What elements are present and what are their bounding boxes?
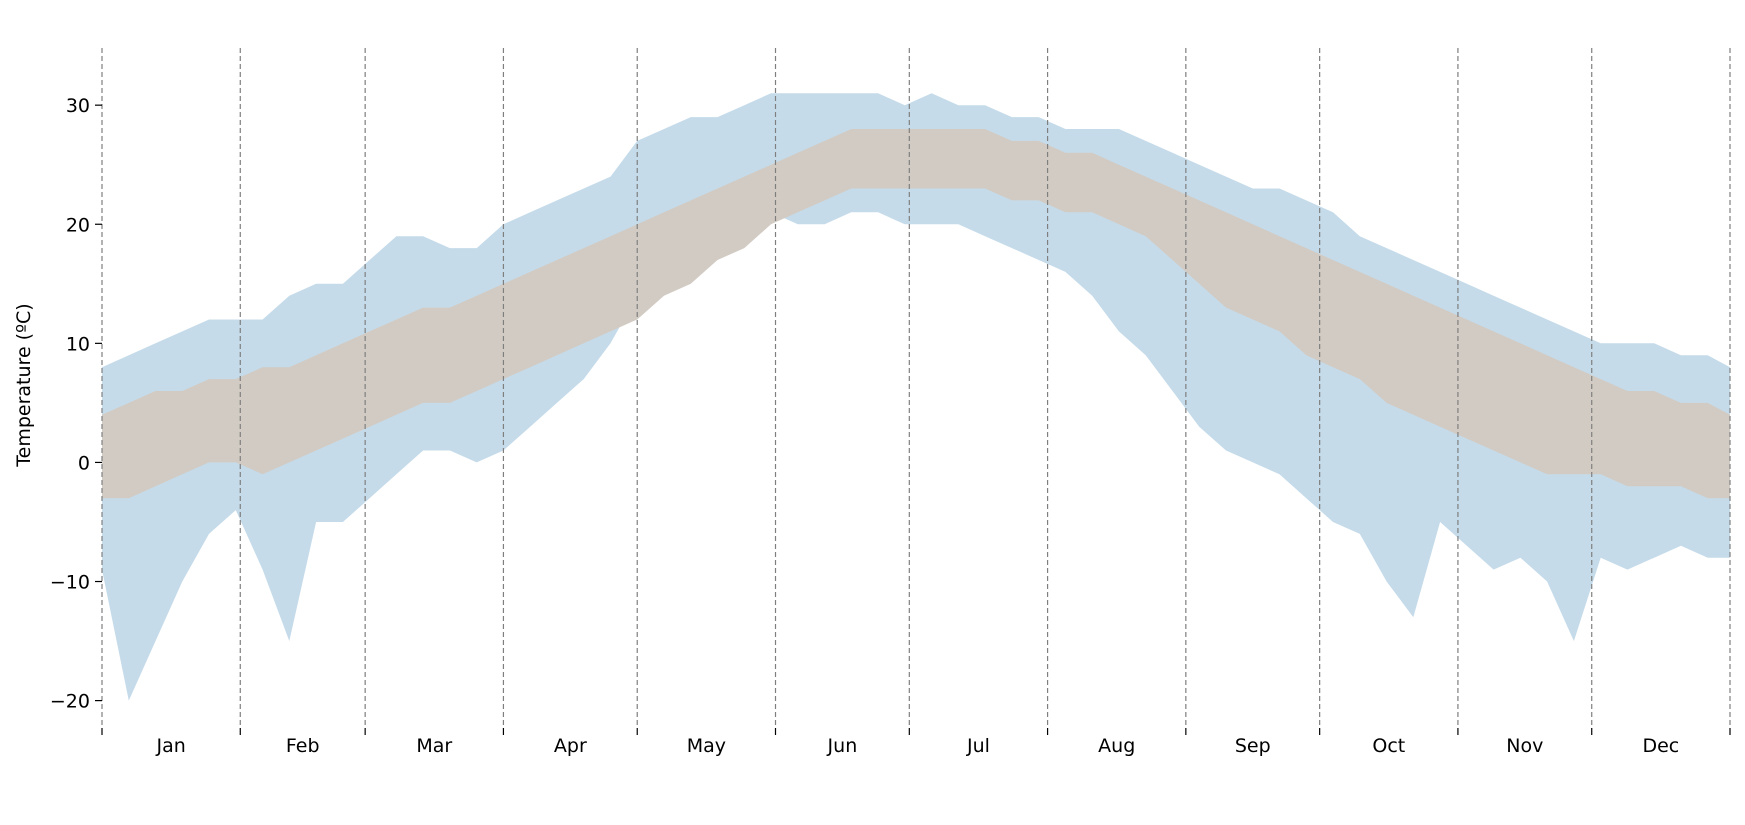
month-label-jun: Jun: [827, 735, 858, 757]
y-tick-label-1: 20: [66, 214, 90, 236]
y-tick-label-5: −20: [50, 691, 90, 713]
month-label-may: May: [687, 735, 726, 757]
y-axis: 30 20 10 0 −10 −20: [50, 95, 102, 713]
month-label-jul: Jul: [966, 735, 990, 757]
y-axis-label: Temperature (ºC): [13, 303, 35, 467]
month-label-nov: Nov: [1506, 735, 1543, 757]
month-label-oct: Oct: [1372, 735, 1405, 757]
month-label-dec: Dec: [1642, 735, 1679, 757]
extreme-range-band: [102, 93, 1730, 701]
y-tick-label-2: 10: [66, 333, 90, 355]
month-label-sep: Sep: [1235, 735, 1271, 757]
month-label-apr: Apr: [554, 735, 587, 757]
month-label-jan: Jan: [155, 735, 185, 757]
month-label-aug: Aug: [1098, 735, 1135, 757]
month-label-mar: Mar: [416, 735, 452, 757]
y-tick-label-3: 0: [78, 452, 90, 474]
x-axis: Jan Feb Mar Apr May Jun Jul Aug Sep Oct Nov Dec: [101, 728, 1731, 757]
y-tick-label-0: 30: [66, 95, 90, 117]
y-tick-label-4: −10: [50, 572, 90, 594]
month-dividers: [101, 48, 1731, 728]
temperature-bands: [102, 93, 1730, 701]
normal-range-band: [102, 129, 1730, 499]
month-label-feb: Feb: [286, 735, 320, 757]
